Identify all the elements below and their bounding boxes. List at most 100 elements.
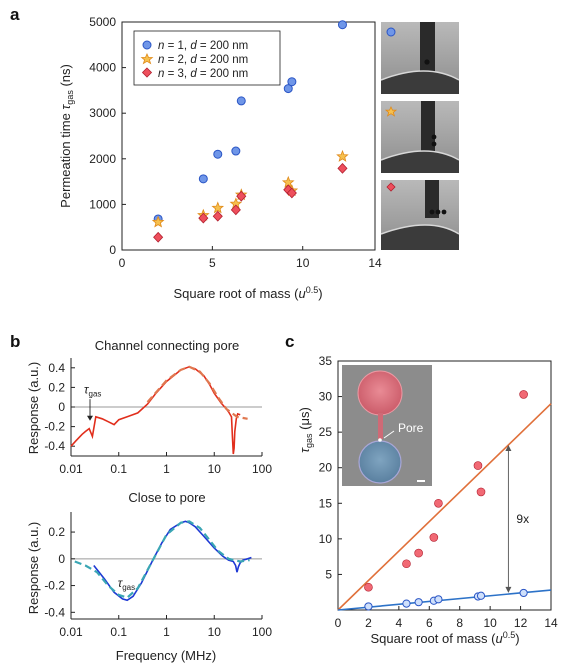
legend-entry-n3: n = 3, d = 200 nm <box>158 68 248 80</box>
a-point-n3 <box>236 190 247 202</box>
c-x-tick-label: 12 <box>514 616 528 630</box>
c-point-red <box>476 487 486 497</box>
panel-label-c: c <box>285 332 294 351</box>
c-x-tick-label: 0 <box>335 616 342 630</box>
panel-a-legend: n = 1, d = 200 nm n = 2, d = 200 nm n = … <box>133 30 281 86</box>
c-fit-line-red-series <box>337 403 552 611</box>
bb-y-tick-label: 0 <box>58 552 65 566</box>
panel-c-fit-lines <box>337 403 552 611</box>
panel-b-top-fit-curve <box>146 365 248 420</box>
panel-b-top-y-ticks: 0.4 0.2 0 -0.2 -0.4 <box>44 361 75 453</box>
panel-a-plot-frame <box>121 21 376 251</box>
bt-y-tick-label: -0.4 <box>44 439 65 453</box>
panel-c-inset-micrograph: Pore <box>342 365 432 486</box>
c-fit-line-blue-series <box>337 589 552 611</box>
c-x-tick-label: 14 <box>544 616 558 630</box>
c-point-red <box>434 498 443 508</box>
bb-y-tick-label: 0.2 <box>48 525 65 539</box>
c-point-blue <box>364 602 373 611</box>
ratio-label: 9x <box>516 512 529 526</box>
c-x-tick-label: 10 <box>483 616 497 630</box>
bb-x-tick-label: 10 <box>208 625 222 639</box>
c-x-tick-label: 8 <box>456 616 463 630</box>
panel-a-x-ticks: 0 5 10 14 <box>119 246 382 270</box>
bb-y-tick-label: -0.4 <box>44 605 65 619</box>
c-point-blue <box>414 598 423 607</box>
panel-b-bottom-fit-curve <box>74 520 250 599</box>
legend-marker-star-icon <box>140 53 154 65</box>
c-point-red <box>402 559 411 569</box>
sem-image-stack <box>380 22 460 250</box>
panel-b-top-tau-annotation: τgas <box>84 382 101 421</box>
panel-b-bottom-y-axis-label: Response (a.u.) <box>26 522 41 615</box>
bb-x-tick-label: 0.1 <box>110 625 127 639</box>
panel-c-plot-frame <box>337 360 552 611</box>
c-x-tick-label: 4 <box>396 616 403 630</box>
c-y-tick-label: 20 <box>319 461 333 475</box>
c-point-blue <box>434 595 443 604</box>
a-point-n1 <box>213 149 223 159</box>
a-point-n3 <box>198 212 209 224</box>
a-y-tick-label: 5000 <box>89 15 116 29</box>
bt-y-tick-label: 0 <box>58 400 65 414</box>
c-y-tick-label: 10 <box>319 532 333 546</box>
c-point-red <box>429 533 439 542</box>
sem-thumbnail-n2 <box>380 101 460 173</box>
a-x-tick-label: 14 <box>368 256 382 270</box>
c-y-tick-label: 15 <box>319 496 333 510</box>
panel-a-scatter-chart: 0 5 10 14 0 1000 2000 3000 4000 5000 n = 1, d = … <box>58 15 382 301</box>
a-point-n1 <box>337 20 347 30</box>
a-x-tick-label: 5 <box>209 256 216 270</box>
ratio-arrowhead-down-icon <box>505 586 512 593</box>
a-point-n3 <box>153 231 164 243</box>
a-point-n3 <box>230 204 241 216</box>
c-y-tick-label: 35 <box>319 354 333 368</box>
panel-c-scatter-chart: 0 2 4 6 8 10 12 14 5 10 15 20 25 30 35 9x Pore Square… <box>297 354 558 646</box>
a-point-n1 <box>283 84 293 94</box>
a-point-n1 <box>198 174 208 184</box>
panel-a-y-axis-label: Permeation time τgas (ns) <box>58 64 75 208</box>
panel-b-top-line-chart: Channel connecting pore 0.01 0.1 1 10 100 0.… <box>26 338 272 476</box>
a-x-tick-label: 10 <box>296 256 310 270</box>
a-y-tick-label: 2000 <box>89 152 116 166</box>
bt-x-tick-label: 10 <box>208 462 222 476</box>
a-point-n2 <box>211 201 225 214</box>
ratio-arrowhead-up-icon <box>505 444 512 451</box>
c-point-blue <box>519 588 528 598</box>
a-y-tick-label: 4000 <box>89 61 116 75</box>
panel-b-bottom-line-chart: Close to pore 0.01 0.1 1 10 100 0.2 0 -0.2 -0.4… <box>26 490 272 663</box>
panel-c-ratio-indicator: 9x <box>505 444 529 593</box>
bb-y-tick-label: -0.2 <box>44 579 65 593</box>
panel-b-top-tau-arrowhead-icon <box>87 415 94 421</box>
a-point-n2 <box>151 215 165 228</box>
a-point-n3 <box>286 187 297 199</box>
bt-x-tick-label: 100 <box>252 462 272 476</box>
a-point-n1 <box>287 77 297 87</box>
a-y-tick-label: 1000 <box>89 197 116 211</box>
c-point-red <box>519 390 528 399</box>
legend-marker-circle-icon <box>142 40 152 50</box>
bb-x-tick-label: 1 <box>163 625 170 639</box>
panel-c-x-ticks: 0 2 4 6 8 10 12 14 <box>335 606 558 630</box>
panel-b-top-x-ticks: 0.01 0.1 1 10 100 <box>59 452 272 476</box>
a-y-tick-label: 0 <box>109 243 116 257</box>
c-point-blue <box>402 599 411 608</box>
a-point-n2 <box>336 149 349 162</box>
bt-x-tick-label: 1 <box>163 462 170 476</box>
panel-a-x-axis-label: Square root of mass (u0.5) <box>173 285 322 301</box>
c-x-tick-label: 2 <box>365 616 372 630</box>
sem-thumbnail-n3 <box>380 180 460 250</box>
panel-label-b: b <box>10 332 20 351</box>
a-point-n3 <box>212 210 223 222</box>
panel-b-top-title: Channel connecting pore <box>95 338 240 353</box>
panel-b-top-tau-label: τgas <box>84 382 101 398</box>
bt-y-tick-label: -0.2 <box>44 420 65 434</box>
panel-b-bottom-y-ticks: 0.2 0 -0.2 -0.4 <box>44 525 75 619</box>
legend-entry-n2: n = 2, d = 200 nm <box>158 54 248 66</box>
panel-b-bottom-tau-label: τgas <box>118 576 135 592</box>
c-point-red <box>414 548 423 558</box>
a-point-n1 <box>236 96 246 106</box>
inset-pore-label: Pore <box>398 421 424 435</box>
panel-b-top-data-curve <box>70 365 241 455</box>
panel-b-bottom-title: Close to pore <box>128 490 205 505</box>
